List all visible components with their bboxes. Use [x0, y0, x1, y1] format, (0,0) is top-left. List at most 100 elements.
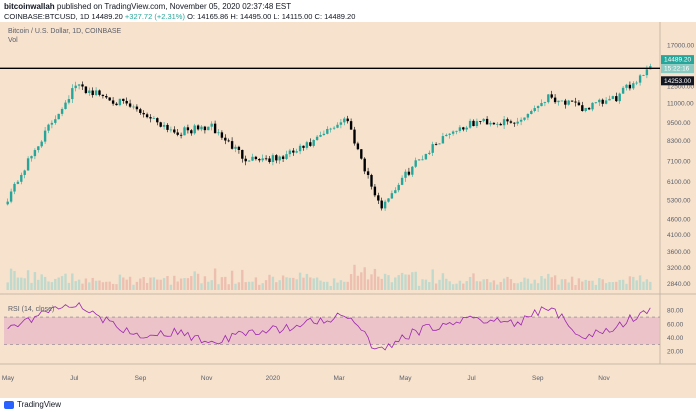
- volume-bar: [445, 278, 448, 290]
- volume-bar: [152, 277, 156, 290]
- volume-bar: [108, 281, 111, 290]
- volume-bar: [560, 279, 564, 290]
- volume-bar: [305, 273, 309, 290]
- candle-body: [98, 90, 101, 95]
- candle-body: [13, 183, 16, 192]
- volume-bar: [125, 279, 128, 290]
- candle-body: [77, 84, 81, 86]
- candle-body: [441, 136, 445, 144]
- candle-body: [132, 106, 135, 108]
- candle-body: [604, 100, 608, 104]
- volume-bar: [230, 270, 234, 290]
- candle-body: [26, 158, 30, 171]
- candle-body: [54, 119, 57, 123]
- rsi-axis-label: 40.00: [667, 335, 684, 342]
- volume-bar: [186, 278, 190, 290]
- candle-body: [567, 100, 570, 105]
- volume-bar: [615, 281, 618, 290]
- candle-body: [196, 125, 200, 130]
- candle-body: [227, 140, 230, 142]
- volume-bar: [513, 283, 516, 290]
- volume-bar: [16, 277, 20, 290]
- volume-bar: [434, 283, 438, 290]
- candle-body: [577, 102, 581, 106]
- volume-bar: [128, 276, 132, 290]
- volume-bar: [26, 270, 30, 290]
- volume-bar: [506, 276, 509, 290]
- candle-body: [234, 146, 237, 149]
- volume-bar: [47, 281, 50, 290]
- tradingview-logo[interactable]: TradingView: [4, 400, 61, 409]
- candle-body: [428, 152, 431, 154]
- volume-bar: [516, 283, 519, 290]
- candle-body: [268, 158, 271, 162]
- volume-bar: [557, 284, 560, 290]
- candle-body: [394, 190, 397, 194]
- chart-area[interactable]: 2840.00 3200.00 3600.00 4100.00 4600.00 5300.…: [0, 22, 696, 398]
- volume-bar: [489, 282, 492, 290]
- candle-body: [601, 99, 604, 104]
- price-axis-label: 2840.00: [667, 281, 691, 288]
- volume-bar: [394, 277, 397, 290]
- volume-bar: [336, 282, 339, 290]
- candle-body: [363, 158, 366, 172]
- volume-bar: [536, 283, 540, 290]
- volume-bar: [547, 273, 550, 290]
- candle-body: [621, 87, 625, 94]
- volume-bar: [251, 281, 254, 290]
- volume-bar: [482, 279, 485, 290]
- candle-body: [94, 90, 98, 96]
- candle-body: [598, 99, 601, 103]
- volume-bar: [485, 279, 489, 290]
- brand-name: TradingView: [17, 400, 62, 409]
- volume-bar: [601, 279, 604, 290]
- candle-body: [16, 181, 20, 184]
- volume-bar: [567, 282, 570, 290]
- volume-bar: [383, 273, 387, 290]
- volume-bar: [30, 282, 33, 290]
- volume-bar: [458, 280, 462, 290]
- volume-bar: [441, 273, 445, 290]
- volume-bar: [475, 281, 479, 290]
- candle-body: [336, 124, 339, 128]
- candle-body: [574, 101, 577, 103]
- candle-body: [261, 158, 264, 161]
- candle-body: [118, 98, 122, 106]
- candle-body: [254, 156, 258, 160]
- volume-bar: [227, 284, 230, 290]
- volume-bar: [88, 282, 91, 290]
- candle-body: [424, 153, 428, 160]
- footer: TradingView: [0, 398, 696, 412]
- volume-bar: [169, 284, 173, 290]
- volume-bar: [234, 283, 237, 290]
- candle-body: [570, 100, 574, 102]
- publish-info: published on TradingView.com, November 0…: [56, 2, 292, 11]
- volume-bar: [54, 278, 57, 290]
- volume-bar: [23, 278, 26, 290]
- volume-bar: [254, 277, 258, 290]
- volume-bar: [176, 281, 179, 290]
- chart-canvas[interactable]: 2840.00 3200.00 3600.00 4100.00 4600.00 5300.…: [0, 22, 696, 398]
- volume-bar: [363, 267, 366, 290]
- volume-bar: [43, 276, 47, 290]
- volume-bar: [353, 264, 356, 290]
- volume-bar: [237, 282, 241, 290]
- last-price-badge-label: 14489.20: [664, 57, 691, 64]
- volume-bar: [275, 282, 278, 290]
- volume-bar: [288, 277, 292, 290]
- volume-bar: [13, 270, 16, 290]
- candle-body: [292, 150, 295, 153]
- candle-body: [173, 129, 176, 133]
- candle-body: [615, 96, 618, 102]
- volume-bar: [173, 275, 176, 290]
- volume-bar: [455, 283, 458, 290]
- candle-body: [271, 155, 275, 162]
- author-name[interactable]: bitcoinwallah: [4, 2, 55, 11]
- price-axis-label: 4100.00: [667, 232, 691, 239]
- volume-bar: [115, 284, 118, 290]
- candle-body: [251, 156, 254, 161]
- candle-body: [584, 107, 587, 112]
- rsi-axis-label: 60.00: [667, 321, 684, 328]
- volume-bar: [244, 282, 247, 290]
- candle-body: [618, 93, 621, 102]
